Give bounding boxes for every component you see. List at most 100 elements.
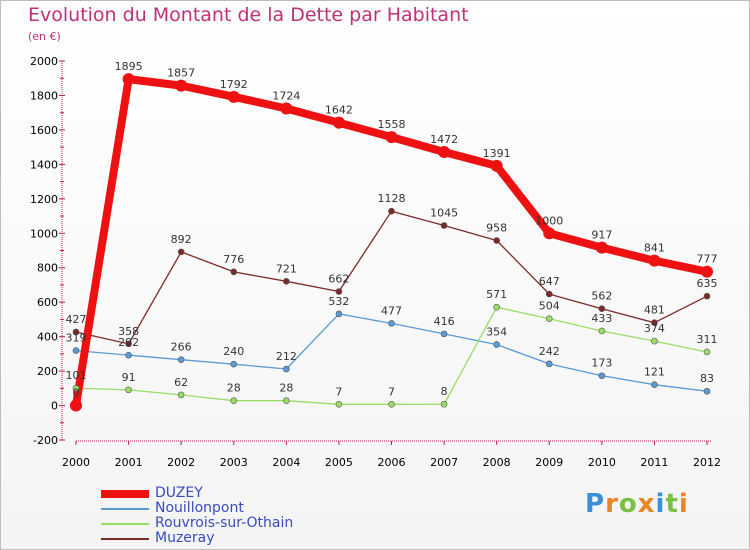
data-label: 358 [118, 325, 139, 338]
logo-letter: i [655, 489, 666, 519]
data-label: 427 [66, 313, 87, 326]
logo-letter: t [665, 489, 679, 519]
data-point [440, 400, 448, 408]
x-tick-label: 2010 [588, 456, 616, 469]
data-point [230, 397, 238, 405]
logo-letter: r [605, 489, 619, 519]
legend-swatch [101, 508, 149, 510]
data-point [335, 310, 343, 318]
data-label: 0 [73, 387, 80, 400]
unit-label: (en €) [28, 30, 61, 43]
legend-label: Nouillonpont [155, 500, 244, 516]
data-label: 776 [223, 253, 244, 266]
legend-swatch [101, 538, 149, 540]
data-label: 892 [171, 233, 192, 246]
logo-letter: x [637, 489, 656, 519]
axes: -200 0 200 400 600 800 1000 1200 1400 1600 1800 200… [30, 55, 721, 469]
data-point [440, 222, 448, 229]
data-label: 7 [388, 385, 395, 398]
x-tick-label: 2005 [325, 456, 353, 469]
data-point [230, 268, 238, 276]
data-label: 1472 [430, 133, 458, 146]
data-point [283, 278, 290, 285]
data-point [280, 102, 293, 115]
data-point [332, 116, 345, 129]
data-point [388, 320, 395, 327]
data-point [490, 159, 503, 172]
y-tick-label: 1200 [30, 193, 58, 206]
data-label: 1045 [430, 207, 458, 220]
data-label: 562 [591, 290, 612, 303]
x-tick-label: 2004 [272, 456, 300, 469]
data-point [230, 360, 238, 368]
data-label: 1857 [167, 67, 195, 80]
data-point [72, 328, 80, 336]
data-label: 212 [276, 350, 297, 363]
data-point [545, 360, 553, 368]
data-point [283, 365, 290, 373]
data-label: 319 [66, 332, 87, 345]
legend-label: DUZEY [155, 485, 203, 501]
data-label: 91 [122, 371, 136, 384]
x-tick-label: 2002 [167, 456, 195, 469]
data-point [122, 73, 135, 86]
data-label: 354 [486, 326, 507, 339]
data-label: 28 [227, 382, 241, 395]
data-label: 416 [434, 315, 455, 328]
data-label: 917 [591, 229, 612, 242]
data-label: 777 [697, 253, 718, 266]
data-point [177, 391, 185, 399]
data-label: 571 [486, 288, 507, 301]
y-tick-label: 200 [37, 365, 58, 378]
data-point [440, 330, 448, 338]
data-label: 1895 [115, 60, 143, 73]
data-point [545, 290, 553, 298]
data-point [72, 384, 80, 392]
y-tick-label: 1800 [30, 89, 58, 102]
data-label: 662 [328, 273, 349, 286]
y-tick-label: 1000 [30, 227, 58, 240]
y-tick-label: 0 [51, 400, 58, 413]
x-tick-label: 2000 [62, 456, 90, 469]
data-point [648, 254, 661, 267]
y-tick-label: 2000 [30, 55, 58, 68]
logo-letter: i [678, 489, 689, 519]
data-point [543, 227, 556, 240]
data-label: 101 [66, 369, 87, 382]
data-point [70, 399, 82, 412]
legend-swatch [101, 490, 149, 498]
data-point [175, 79, 188, 92]
data-point [177, 248, 185, 256]
data-label: 374 [644, 322, 665, 335]
data-point [598, 372, 606, 380]
legend-swatch [101, 523, 149, 525]
data-point [335, 401, 343, 408]
data-label: 7 [335, 385, 342, 398]
x-tick-label: 2011 [640, 456, 668, 469]
data-point [701, 265, 713, 278]
data-point [595, 241, 608, 254]
data-label: 292 [118, 336, 139, 349]
data-label: 1558 [378, 118, 406, 131]
data-point [125, 351, 132, 359]
data-label: 1792 [220, 78, 248, 91]
chart-title: Evolution du Montant de la Dette par Hab… [28, 4, 469, 26]
y-tick-label: 800 [37, 262, 58, 275]
data-point [388, 207, 395, 215]
series-points [70, 73, 713, 412]
data-point [651, 319, 658, 326]
y-tick-label: 400 [37, 331, 58, 344]
data-label: 8 [441, 385, 448, 398]
legend-label: Rouvrois-sur-Othain [155, 515, 294, 531]
data-point [335, 288, 343, 295]
x-tick-label: 2008 [483, 456, 511, 469]
data-label: 311 [697, 333, 718, 346]
data-point [385, 131, 398, 144]
data-point [703, 387, 711, 395]
legend-label: Muzeray [155, 530, 215, 546]
data-label: 958 [486, 222, 507, 235]
data-label: 1724 [272, 90, 300, 103]
x-tick-label: 2003 [220, 456, 248, 469]
data-label: 721 [276, 262, 297, 275]
